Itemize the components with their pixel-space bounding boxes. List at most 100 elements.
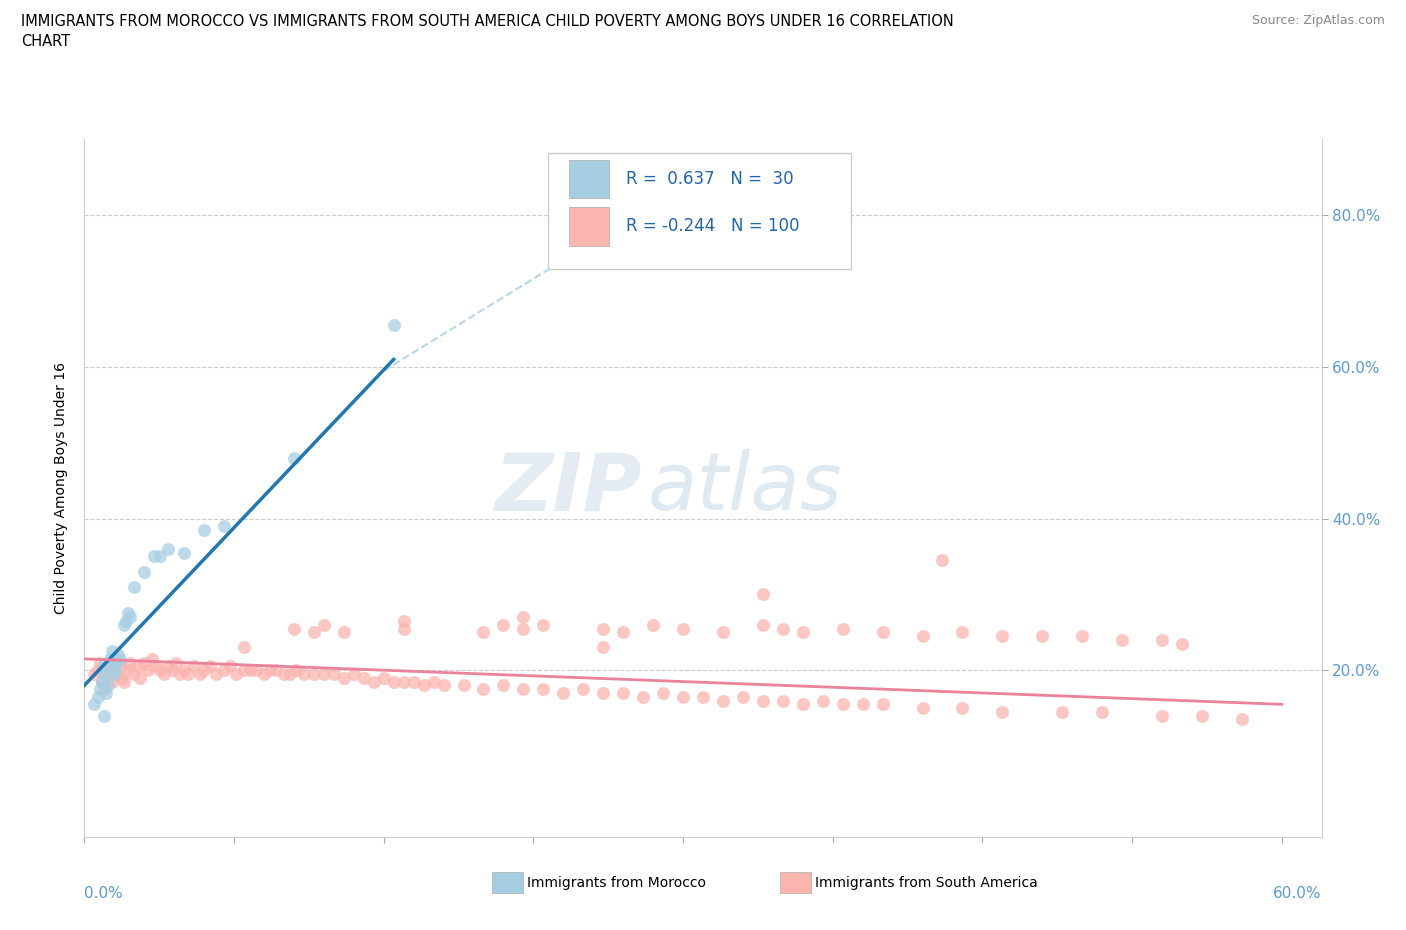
Point — [97, 678, 120, 693]
Point — [169, 667, 191, 682]
Point — [302, 625, 325, 640]
Point — [512, 610, 534, 625]
Point — [432, 678, 454, 693]
Point — [283, 621, 305, 636]
Point — [105, 656, 128, 671]
Point — [91, 674, 114, 689]
Point — [173, 545, 195, 560]
Point — [117, 663, 139, 678]
Point — [83, 697, 105, 711]
Point — [212, 519, 235, 534]
Point — [592, 640, 614, 655]
Point — [531, 618, 554, 632]
Point — [312, 618, 335, 632]
Point — [239, 663, 262, 678]
Text: Immigrants from Morocco: Immigrants from Morocco — [527, 875, 706, 890]
Point — [127, 659, 149, 674]
Point — [592, 621, 614, 636]
Point — [752, 693, 775, 708]
Point — [711, 625, 734, 640]
Point — [101, 644, 124, 658]
Point — [831, 621, 853, 636]
Point — [87, 689, 110, 704]
Point — [284, 663, 307, 678]
Point — [752, 618, 775, 632]
Point — [612, 625, 634, 640]
Point — [472, 682, 495, 697]
Text: CHART: CHART — [21, 34, 70, 49]
Point — [212, 663, 235, 678]
Text: R = -0.244   N = 100: R = -0.244 N = 100 — [626, 218, 800, 235]
Point — [1050, 704, 1073, 719]
Point — [177, 667, 200, 682]
Point — [93, 667, 115, 682]
Text: 60.0%: 60.0% — [1274, 885, 1322, 901]
Point — [692, 689, 714, 704]
Point — [322, 667, 344, 682]
Point — [772, 693, 794, 708]
Point — [283, 450, 305, 465]
Point — [373, 671, 395, 685]
Point — [253, 667, 276, 682]
Point — [233, 663, 256, 678]
Point — [117, 606, 139, 621]
Point — [273, 667, 295, 682]
Point — [89, 656, 111, 671]
Text: IMMIGRANTS FROM MOROCCO VS IMMIGRANTS FROM SOUTH AMERICA CHILD POVERTY AMONG BOY: IMMIGRANTS FROM MOROCCO VS IMMIGRANTS FR… — [21, 14, 953, 29]
Point — [343, 667, 366, 682]
Point — [531, 682, 554, 697]
Point — [612, 685, 634, 700]
Point — [188, 667, 211, 682]
Y-axis label: Child Poverty Among Boys Under 16: Child Poverty Among Boys Under 16 — [55, 363, 69, 614]
Point — [392, 621, 415, 636]
Point — [453, 678, 475, 693]
Text: ZIP: ZIP — [494, 449, 641, 527]
Point — [1191, 709, 1213, 724]
Point — [952, 700, 974, 715]
Text: Immigrants from South America: Immigrants from South America — [815, 875, 1038, 890]
Point — [93, 709, 115, 724]
Point — [93, 682, 115, 697]
Point — [153, 667, 176, 682]
Point — [83, 667, 105, 682]
Point — [103, 663, 125, 678]
Point — [193, 663, 215, 678]
Point — [363, 674, 385, 689]
Point — [173, 663, 195, 678]
Point — [89, 682, 111, 697]
Point — [134, 656, 156, 671]
Point — [1150, 709, 1173, 724]
Point — [120, 656, 142, 671]
Point — [382, 674, 405, 689]
Point — [149, 663, 172, 678]
Point — [101, 674, 124, 689]
Text: Source: ZipAtlas.com: Source: ZipAtlas.com — [1251, 14, 1385, 27]
Point — [183, 659, 205, 674]
Point — [872, 697, 894, 711]
Point — [98, 667, 121, 682]
Point — [392, 674, 415, 689]
Point — [572, 682, 595, 697]
Point — [872, 625, 894, 640]
Point — [353, 671, 375, 685]
Point — [219, 659, 242, 674]
Point — [165, 656, 187, 671]
Point — [115, 614, 138, 629]
Point — [134, 565, 156, 579]
Point — [278, 667, 301, 682]
Point — [512, 621, 534, 636]
Point — [1091, 704, 1114, 719]
Point — [120, 610, 142, 625]
Point — [91, 674, 114, 689]
Point — [112, 618, 135, 632]
Point — [97, 659, 120, 674]
Point — [1230, 712, 1253, 727]
Point — [792, 697, 814, 711]
Point — [302, 667, 325, 682]
Point — [107, 667, 129, 682]
Point — [792, 625, 814, 640]
Point — [225, 667, 247, 682]
Point — [264, 663, 287, 678]
Point — [731, 689, 754, 704]
Point — [96, 663, 118, 678]
